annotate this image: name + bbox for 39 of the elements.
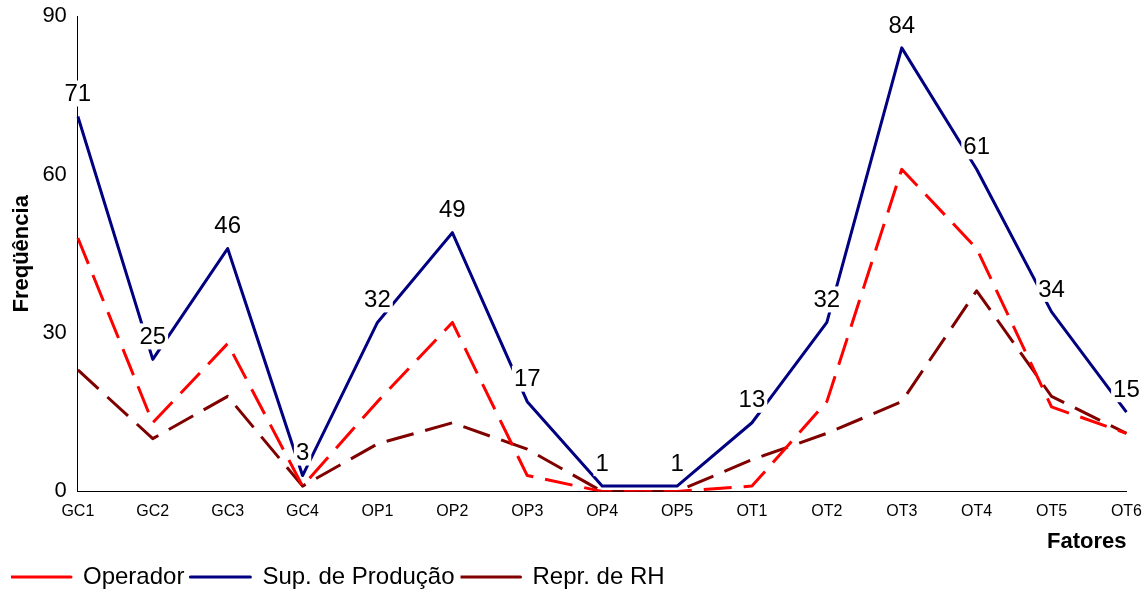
x-tick-label: OP2	[436, 502, 469, 520]
x-tick-label: OT2	[811, 502, 843, 520]
data-label: 1	[595, 448, 609, 476]
data-label: 25	[139, 322, 167, 350]
x-tick-label: OP5	[661, 502, 694, 520]
x-tick-label: OT6	[1110, 502, 1143, 520]
y-tick-label: 30	[42, 319, 67, 345]
data-label: 49	[439, 195, 466, 223]
x-axis-title: Fatores	[1046, 527, 1127, 553]
x-tick-label: OP1	[361, 502, 394, 520]
legend-label: Sup. de Produção	[262, 561, 455, 589]
y-axis-title: Freqüência	[8, 194, 34, 313]
data-label: 3	[295, 438, 310, 466]
x-tick-label: GC4	[286, 502, 320, 520]
data-label: 84	[888, 10, 916, 38]
data-label: 46	[214, 211, 242, 239]
data-label: 13	[738, 385, 766, 413]
data-label: 32	[813, 285, 841, 313]
x-tick-label: OP4	[586, 502, 619, 520]
legend-label: Repr. de RH	[532, 561, 665, 589]
x-tick-label: OT4	[961, 502, 993, 520]
x-tick-label: GC2	[136, 502, 170, 520]
x-tick-label: OT5	[1035, 502, 1068, 520]
data-label: 71	[64, 79, 92, 107]
data-label: 15	[1113, 374, 1140, 402]
x-tick-label: OT1	[736, 502, 768, 520]
legend-label: Operador	[83, 561, 185, 589]
data-label: 17	[513, 364, 541, 392]
data-label: 1	[670, 448, 684, 476]
x-tick-label: OT3	[886, 502, 918, 520]
x-tick-label: GC1	[61, 502, 95, 520]
x-tick-label: GC3	[211, 502, 245, 520]
data-label: 61	[963, 131, 990, 159]
y-tick-label: 0	[54, 477, 67, 503]
y-tick-label: 90	[42, 2, 67, 28]
y-tick-label: 60	[42, 160, 67, 186]
data-label: 32	[364, 285, 391, 313]
x-tick-label: OP3	[511, 502, 544, 520]
data-label: 34	[1038, 274, 1065, 302]
